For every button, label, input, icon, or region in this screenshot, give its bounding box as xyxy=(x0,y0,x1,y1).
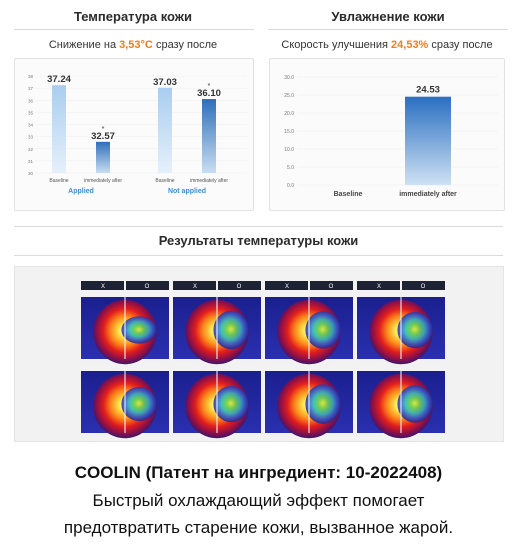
data-label: 32.57 xyxy=(91,131,115,142)
y-tick-label: 15.0 xyxy=(284,129,294,135)
bar xyxy=(158,87,172,173)
thermal-cool-zone xyxy=(397,385,433,423)
thermal-results-title: Результаты температуры кожи xyxy=(158,233,359,248)
thermal-cool-zone xyxy=(305,384,341,424)
y-tick-label: 30 xyxy=(28,171,34,176)
section-divider-top xyxy=(14,226,503,227)
data-label: 37.24 xyxy=(47,74,71,85)
skin-temperature-chart-card: 30 31 32 33 34 35 36 37 38 37.24 Baseline 32.57 * imm… xyxy=(14,58,254,211)
footer-line-2: предотвратить старение кожи, вызванное ж… xyxy=(63,518,454,537)
skin-temperature-underline xyxy=(14,29,254,30)
subtitle-value: 3,53°C xyxy=(119,39,153,51)
group-label: Applied xyxy=(68,188,94,195)
skin-hydration-chart: 0.0 5.0 10.0 15.0 20.0 25.0 30.0 Baseline 24.53 i… xyxy=(284,75,498,198)
category-label: Baseline xyxy=(155,178,174,184)
category-label: Baseline xyxy=(49,178,68,184)
thermal-cool-zone xyxy=(121,387,157,421)
skin-hydration-underline xyxy=(268,29,508,30)
y-tick-label: 10.0 xyxy=(284,147,294,153)
y-tick-label: 0.0 xyxy=(287,183,294,189)
thermal-header-cell xyxy=(126,281,169,290)
y-tick-label: 38 xyxy=(28,74,34,79)
category-label: immediately after xyxy=(84,178,122,184)
category-label: immediately after xyxy=(190,178,228,184)
subtitle-suffix: сразу после xyxy=(152,39,218,51)
group-label: Not applied xyxy=(168,188,206,195)
footer-brand-line: COOLIN (Патент на ингредиент: 10-2022408… xyxy=(74,463,443,482)
thermal-header-cell xyxy=(310,281,353,290)
skin-temperature-subtitle: Снижение на 3,53°C сразу после xyxy=(8,39,258,51)
data-label: 36.10 xyxy=(197,88,221,99)
category-label: Baseline xyxy=(334,191,363,198)
y-tick-label: 36 xyxy=(28,98,34,103)
subtitle-suffix: сразу после xyxy=(428,39,493,51)
bar xyxy=(96,141,110,173)
thermal-header-cell xyxy=(81,281,124,290)
skin-temperature-title: Температура кожи xyxy=(73,9,193,24)
thermal-cool-zone xyxy=(305,311,341,349)
skin-hydration-chart-card: 0.0 5.0 10.0 15.0 20.0 25.0 30.0 Baseline 24.53 i… xyxy=(269,58,505,211)
thermal-header-label: X xyxy=(193,284,197,290)
significance-star: * xyxy=(208,83,211,90)
skin-hydration-subtitle: Скорость улучшения 24,53% сразу после xyxy=(262,39,512,51)
y-tick-label: 32 xyxy=(28,147,34,152)
section-divider-bottom xyxy=(14,255,503,256)
y-tick-label: 25.0 xyxy=(284,93,294,99)
footer-line-1: Быстрый охлаждающий эффект помогает xyxy=(92,491,425,510)
bar xyxy=(405,96,451,185)
thermal-header-label: X xyxy=(377,284,381,290)
skin-hydration-title: Увлажнение кожи xyxy=(331,9,445,24)
y-tick-label: 35 xyxy=(28,110,34,115)
category-label: immediately after xyxy=(399,191,457,198)
thermal-header-label: O xyxy=(145,284,150,290)
thermal-header-label: X xyxy=(101,284,105,290)
subtitle-prefix: Скорость улучшения xyxy=(281,39,392,51)
thermal-header-cell xyxy=(218,281,261,290)
bar xyxy=(52,85,66,173)
thermal-header-cell xyxy=(173,281,216,290)
thermal-cool-zone xyxy=(121,316,157,344)
thermal-header-label: O xyxy=(237,284,242,290)
thermal-cool-zone xyxy=(213,310,249,350)
data-label: 24.53 xyxy=(416,85,440,96)
subtitle-prefix: Снижение на xyxy=(48,39,120,51)
significance-star: * xyxy=(102,126,105,133)
y-tick-label: 34 xyxy=(28,123,34,128)
y-tick-label: 33 xyxy=(28,135,34,140)
thermal-header-label: O xyxy=(329,284,334,290)
thermal-header-label: X xyxy=(285,284,289,290)
y-tick-label: 30.0 xyxy=(284,75,294,81)
data-label: 37.03 xyxy=(153,77,177,88)
y-tick-label: 20.0 xyxy=(284,111,294,117)
y-tick-label: 31 xyxy=(28,159,34,164)
thermal-header-cell xyxy=(402,281,445,290)
y-tick-label: 37 xyxy=(28,86,34,91)
thermal-header-cell xyxy=(357,281,400,290)
thermal-cool-zone xyxy=(397,311,433,349)
thermal-header-label: O xyxy=(421,284,426,290)
thermal-cool-zone xyxy=(213,385,249,423)
y-tick-label: 5.0 xyxy=(287,165,294,171)
bar xyxy=(202,99,216,173)
thermal-header-cell xyxy=(265,281,308,290)
subtitle-value: 24,53% xyxy=(391,39,429,51)
